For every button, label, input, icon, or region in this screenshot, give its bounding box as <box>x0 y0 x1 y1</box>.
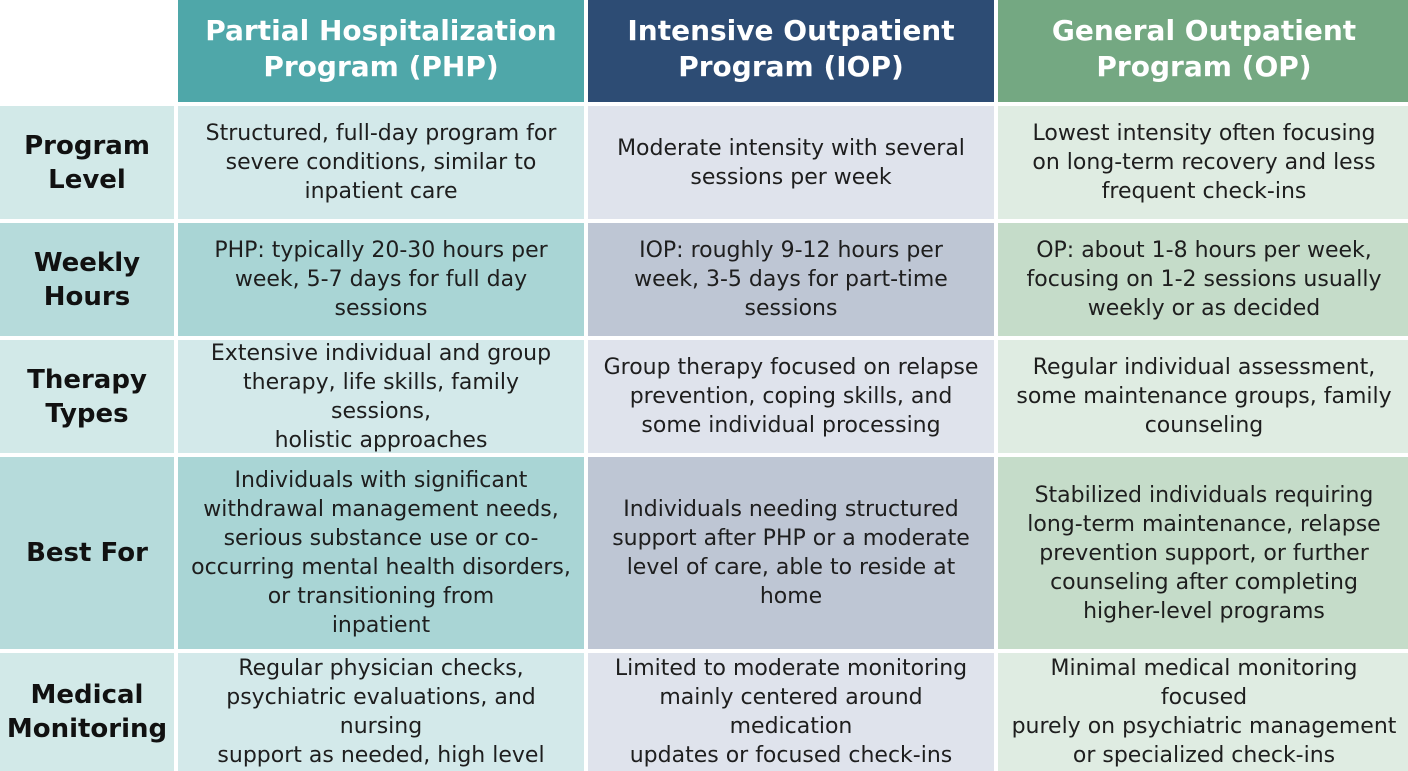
row-header-weekly-hours: Weekly Hours <box>0 223 174 336</box>
table-cell-op: OP: about 1-8 hours per week, focusing o… <box>998 223 1408 336</box>
cell-text: PHP: typically 20-30 hours per week, 5-7… <box>214 238 548 321</box>
row-header-label: Program Level <box>24 130 150 195</box>
table-cell-op: Regular individual assessment, some main… <box>998 340 1408 453</box>
row-header-label: Medical Monitoring <box>6 680 168 744</box>
cell-text: Minimal medical monitoring focused purel… <box>1011 656 1397 768</box>
cell-text: Individuals with significant withdrawal … <box>191 468 571 638</box>
table-cell-php: Extensive individual and group therapy, … <box>178 340 584 453</box>
table-cell-iop: Individuals needing structured support a… <box>588 457 994 649</box>
table-cell-iop: IOP: roughly 9-12 hours per week, 3-5 da… <box>588 223 994 336</box>
cell-text: OP: about 1-8 hours per week, focusing o… <box>1026 238 1382 321</box>
table-cell-php: Structured, full-day program for severe … <box>178 106 584 219</box>
row-header-label: Therapy Types <box>27 364 147 429</box>
table-cell-iop: Limited to moderate monitoring mainly ce… <box>588 653 994 771</box>
cell-text: Limited to moderate monitoring mainly ce… <box>614 656 968 768</box>
row-header-program-level: Program Level <box>0 106 174 219</box>
column-header-iop-label: Intensive Outpatient Program (IOP) <box>627 14 955 83</box>
cell-text: Extensive individual and group therapy, … <box>210 340 552 453</box>
row-header-medical-monitoring: Medical Monitoring <box>0 653 174 771</box>
row-header-label: Best For <box>26 538 148 568</box>
table-corner <box>0 0 174 102</box>
cell-text: Stabilized individuals requiring long-te… <box>1027 482 1381 624</box>
table-cell-iop: Group therapy focused on relapse prevent… <box>588 340 994 453</box>
column-header-php: Partial Hospitalization Program (PHP) <box>178 0 584 102</box>
column-header-iop: Intensive Outpatient Program (IOP) <box>588 0 994 102</box>
row-header-label: Weekly Hours <box>33 247 141 312</box>
row-header-best-for: Best For <box>0 457 174 649</box>
cell-text: Structured, full-day program for severe … <box>205 121 557 204</box>
column-header-op-label: General Outpatient Program (OP) <box>1051 14 1357 83</box>
table-cell-php: PHP: typically 20-30 hours per week, 5-7… <box>178 223 584 336</box>
cell-text: Regular individual assessment, some main… <box>1016 355 1392 438</box>
table-cell-op: Lowest intensity often focusing on long-… <box>998 106 1408 219</box>
cell-text: Group therapy focused on relapse prevent… <box>603 355 979 438</box>
cell-text: Moderate intensity with several sessions… <box>617 135 965 190</box>
table-cell-iop: Moderate intensity with several sessions… <box>588 106 994 219</box>
column-header-op: General Outpatient Program (OP) <box>998 0 1408 102</box>
column-header-php-label: Partial Hospitalization Program (PHP) <box>205 14 557 83</box>
cell-text: IOP: roughly 9-12 hours per week, 3-5 da… <box>634 238 948 321</box>
cell-text: Lowest intensity often focusing on long-… <box>1032 121 1376 204</box>
table-cell-php: Individuals with significant withdrawal … <box>178 457 584 649</box>
cell-text: Individuals needing structured support a… <box>612 497 970 609</box>
row-header-therapy-types: Therapy Types <box>0 340 174 453</box>
table-cell-op: Stabilized individuals requiring long-te… <box>998 457 1408 649</box>
table-cell-op: Minimal medical monitoring focused purel… <box>998 653 1408 771</box>
cell-text: Regular physician checks, psychiatric ev… <box>217 656 545 768</box>
table-cell-php: Regular physician checks, psychiatric ev… <box>178 653 584 771</box>
